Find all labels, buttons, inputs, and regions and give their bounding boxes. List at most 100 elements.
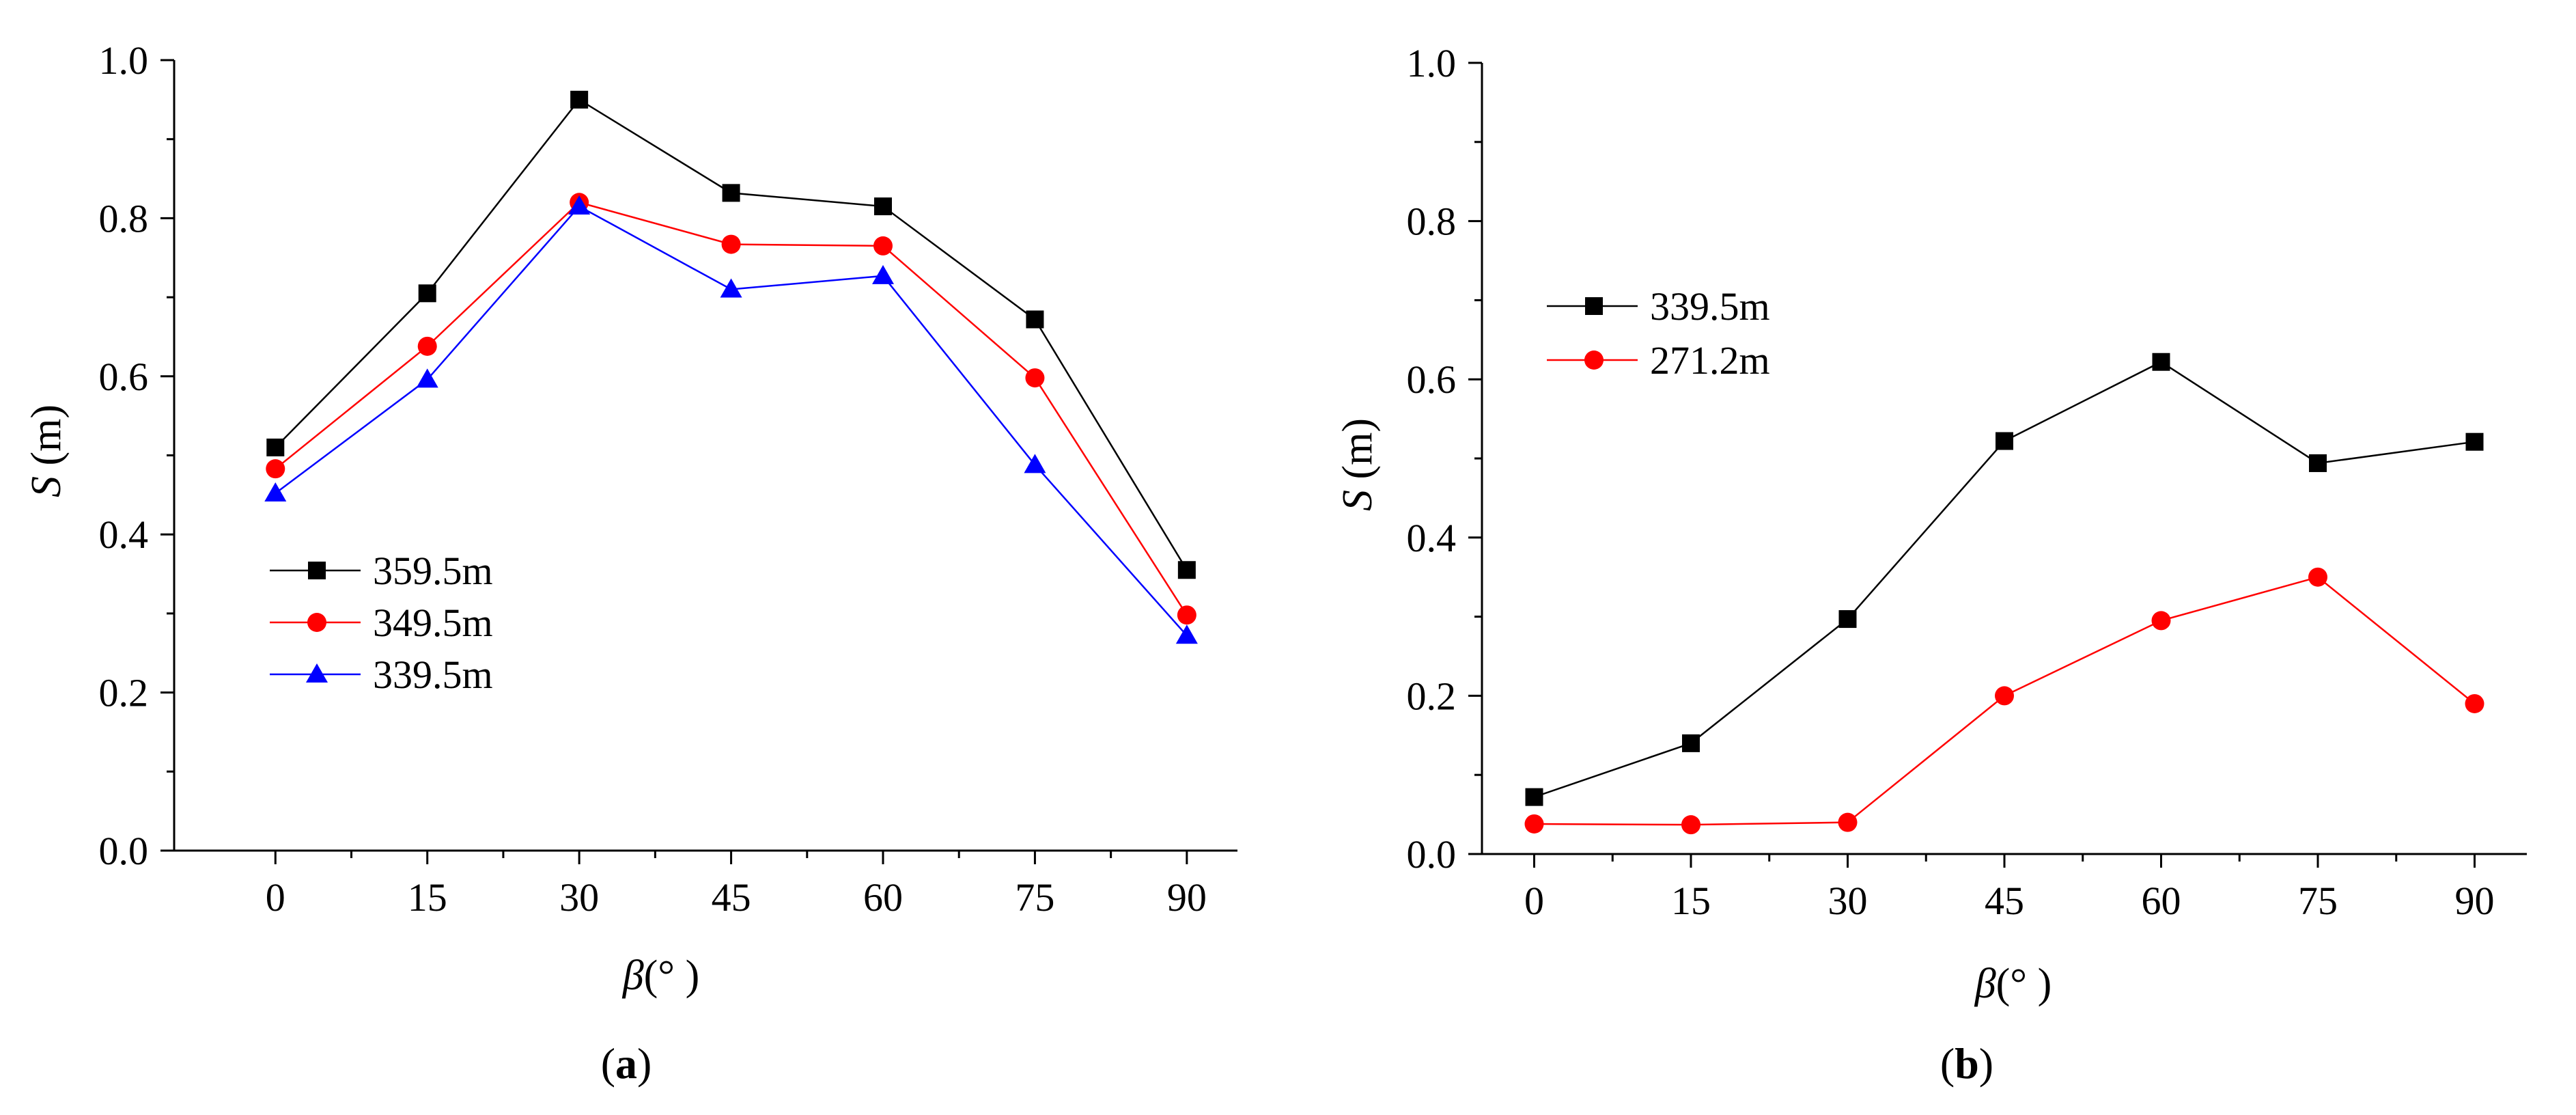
panel-a-legend-label: 349.5m <box>373 601 493 645</box>
panel-b-x-tick-label: 90 <box>2455 879 2495 923</box>
panel-b-data-point-271-2m <box>1524 814 1544 834</box>
panel-a-data-point-349-5m <box>266 459 285 479</box>
panel-b-data-point-271-2m <box>1681 815 1700 835</box>
panel-a-legend-marker <box>307 613 326 632</box>
panel-b-series <box>1524 353 2484 835</box>
panel-b-y-tick-label: 1.0 <box>1407 41 1457 85</box>
panel-a-x-tick-label: 15 <box>408 875 447 920</box>
panel-a-legend-item-359-5m: 359.5m <box>270 549 493 593</box>
panel-b-legend-label: 271.2m <box>1650 338 1770 383</box>
panel-a-data-point-359-5m <box>1026 310 1044 329</box>
panel-a-x-tick-label: 60 <box>863 875 903 920</box>
panel-a-chart: 0.00.20.40.60.81.0 0 15 30 45 60 75 90 359.5m3… <box>23 38 1237 1088</box>
panel-b-y-tick-label: 0.0 <box>1407 832 1457 877</box>
panel-a-label: (a) <box>601 1039 652 1088</box>
panel-b-data-point-271-2m <box>1838 812 1858 832</box>
panel-a-data-point-359-5m <box>722 184 740 202</box>
panel-b-series-271-2m <box>1524 567 2484 835</box>
panel-a-data-point-339-5m <box>872 264 894 284</box>
panel-a-y-tick-label: 1.0 <box>99 38 149 83</box>
panel-b-x-tick-label: 75 <box>2298 879 2338 923</box>
panel-a-data-point-339-5m <box>1024 454 1046 473</box>
panel-b-data-point-271-2m <box>1995 686 2014 706</box>
panel-b-y-tick-label: 0.2 <box>1407 674 1457 718</box>
panel-b-data-point-339-5m <box>2309 454 2327 472</box>
panel-a-series-339-5m <box>264 195 1198 644</box>
panel-b-legend-item-271-2m: 271.2m <box>1547 338 1770 383</box>
panel-a-y-tick-label: 0.4 <box>99 512 149 557</box>
panel-b-legend-label: 339.5m <box>1650 284 1770 329</box>
panel-a-data-point-359-5m <box>874 197 892 216</box>
panel-a-legend-item-349-5m: 349.5m <box>270 601 493 645</box>
panel-a-y-tick-label: 0.8 <box>99 196 149 240</box>
panel-a-data-point-339-5m <box>568 195 591 215</box>
panel-b-x-tick-label: 30 <box>1828 879 1868 923</box>
panel-a-ticks <box>160 59 1188 864</box>
panel-b-data-point-339-5m <box>2152 353 2170 371</box>
panel-a-legend-label: 359.5m <box>373 549 493 593</box>
panel-a-data-point-339-5m <box>264 482 287 502</box>
panel-a-x-tick-label: 30 <box>559 875 599 920</box>
panel-b-data-point-339-5m <box>1525 788 1543 806</box>
panel-b-data-point-339-5m <box>1838 610 1857 629</box>
panel-a-x-axis-label: β(° ) <box>622 952 699 999</box>
panel-a-x-tick-label: 75 <box>1015 875 1054 920</box>
panel-b-legend-marker <box>1584 350 1604 370</box>
panel-a-data-point-339-5m <box>720 278 742 298</box>
panel-a-y-tick-labels: 0.0 0.2 0.4 0.6 0.8 1.0 <box>99 38 149 873</box>
panel-b-data-point-339-5m <box>2465 432 2484 451</box>
panel-a-series-line-359-5m <box>275 98 1188 570</box>
panel-b-x-tick-labels: 0 15 30 45 60 75 90 <box>1524 879 2495 923</box>
panel-b-chart: 0.0 0.2 0.4 0.6 0.8 1.0 0 15 30 45 60 75 90 339.5m 2… <box>1334 41 2527 1088</box>
panel-a-series-349-5m <box>266 193 1196 625</box>
panel-a-x-tick-labels: 0 15 30 45 60 75 90 <box>266 875 1207 920</box>
panel-b-y-tick-label: 0.6 <box>1407 357 1457 402</box>
panel-b-series-line-339-5m <box>1534 361 2475 798</box>
panel-b-x-axis-label: β(° ) <box>1974 961 2052 1007</box>
panel-b-y-tick-labels: 0.0 0.2 0.4 0.6 0.8 1.0 <box>1407 41 1457 877</box>
panel-b-data-point-339-5m <box>1996 432 2013 450</box>
panel-a-legend: 359.5m 349.5m 339.5m <box>270 549 493 697</box>
panel-b-legend-item-339-5m: 339.5m <box>1547 284 1770 329</box>
panel-b-series-339-5m <box>1525 353 2484 806</box>
panel-a-legend-marker <box>306 663 328 683</box>
panel-a-y-tick-label: 0.6 <box>99 355 149 399</box>
panel-a-x-tick-label: 45 <box>712 875 751 920</box>
panel-b-data-point-271-2m <box>2465 693 2484 713</box>
panel-a-data-point-339-5m <box>1175 624 1198 644</box>
panel-b-axes <box>1481 63 2527 855</box>
panel-a-data-point-349-5m <box>1025 368 1045 388</box>
panel-a-data-point-359-5m <box>266 438 285 456</box>
panel-a-legend-label: 339.5m <box>373 652 493 697</box>
panel-b-data-point-339-5m <box>1682 734 1700 752</box>
panel-b-legend: 339.5m 271.2m <box>1547 284 1770 383</box>
panel-b-data-point-271-2m <box>2151 611 2171 631</box>
panel-a-data-point-349-5m <box>721 234 741 254</box>
panel-b-y-tick-label: 0.4 <box>1407 516 1457 560</box>
panel-a-y-axis-label: S (m) <box>23 404 70 497</box>
panel-a-data-point-349-5m <box>1177 605 1196 625</box>
panel-a-data-point-359-5m <box>418 284 436 303</box>
panel-a-data-point-339-5m <box>416 368 438 388</box>
panel-b-ticks <box>1468 61 2476 868</box>
panel-a-y-tick-label: 0.0 <box>99 829 149 873</box>
panel-b-x-tick-label: 15 <box>1671 879 1711 923</box>
panel-b-x-tick-label: 60 <box>2142 879 2181 923</box>
panel-a-series-359-5m <box>266 90 1196 579</box>
panel-b-y-axis-label: S (m) <box>1334 418 1381 511</box>
panel-a-series <box>264 90 1198 644</box>
panel-a-legend-item-339-5m: 339.5m <box>270 652 493 697</box>
panel-b-legend-marker <box>1585 297 1603 315</box>
panel-a-data-point-349-5m <box>873 236 893 256</box>
panel-a-legend-marker <box>308 562 326 579</box>
panel-a-data-point-349-5m <box>417 336 437 356</box>
panel-b-y-tick-label: 0.8 <box>1407 199 1457 244</box>
panel-a-data-point-359-5m <box>570 90 589 109</box>
panel-a-x-tick-label: 90 <box>1167 875 1207 920</box>
panel-b-data-point-271-2m <box>2308 567 2327 587</box>
panel-a-y-tick-label: 0.2 <box>99 671 149 715</box>
panel-b-x-tick-label: 45 <box>1985 879 2024 923</box>
panel-b-x-tick-label: 0 <box>1524 879 1544 923</box>
panel-a-x-tick-label: 0 <box>266 875 285 920</box>
